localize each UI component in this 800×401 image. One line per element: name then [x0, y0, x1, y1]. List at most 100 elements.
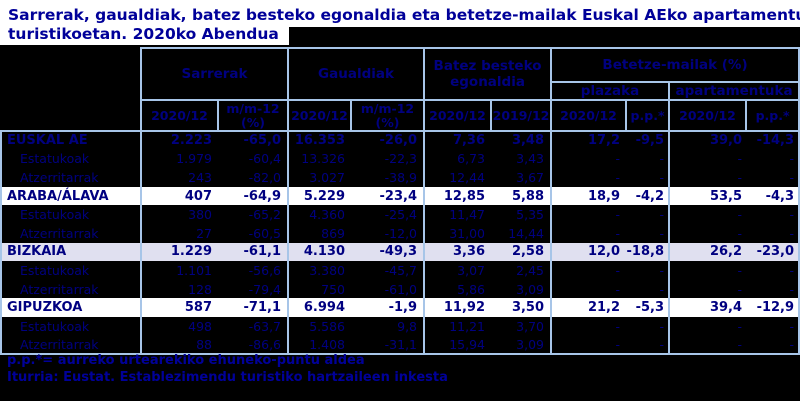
data-cell: - [659, 262, 665, 278]
data-cell: 11,47 [423, 205, 492, 224]
table-row: Atzerritarrak 243 -82,0 3.027 -38,9 12,44 3,67… [0, 168, 800, 187]
data-cell: 12,0 [550, 242, 627, 262]
table-body: EUSKAL AE 2.223 -65,0 16.353 -26,0 7,36 3,48 17… [0, 130, 800, 356]
data-cell: - [668, 168, 747, 187]
data-cell: -64,9 [243, 188, 281, 204]
data-cell: 1.979 [140, 149, 218, 169]
data-cell: - [746, 205, 800, 224]
data-cell: -23,0 [746, 242, 800, 262]
data-cell: - [668, 261, 747, 280]
data-cell: 3,48 [511, 133, 545, 149]
data-cell: -56,6 [248, 262, 281, 278]
col-header-gaualdiak-mm12: m/m-12 (%) [349, 99, 426, 132]
title-line-2: turistikoetan. 2020ko Abendua [0, 26, 289, 45]
row-label: Estatukoak [0, 149, 141, 169]
data-cell: - [659, 281, 665, 297]
data-cell: 11,21 [423, 316, 492, 336]
table-row: Estatukoak 380 -65,2 4.360 -25,4 11,47 5,35- - -… [0, 205, 800, 224]
table-header: Sarrerak Gaualdiak Batez besteko egonald… [1, 47, 800, 132]
corner-cell [1, 48, 141, 131]
data-cell: - [746, 316, 800, 336]
data-cell: -65,2 [248, 207, 281, 223]
group-header-betetze-mailak: Betetze-mailak (%) [550, 47, 800, 83]
data-cell: -86,6 [218, 335, 288, 356]
data-cell: 3,09 [491, 335, 552, 356]
data-cell: 498 [140, 316, 218, 336]
data-cell: -23,4 [379, 188, 418, 204]
data-cell: 4.360 [287, 205, 351, 224]
data-cell: 3,09 [516, 281, 545, 297]
data-cell: -38,9 [384, 169, 418, 185]
data-cell: -5,3 [635, 300, 665, 316]
table-row: EUSKAL AE 2.223 -65,0 16.353 -26,0 7,36 3,48 17… [0, 130, 800, 150]
data-cell: 7,36 [423, 131, 492, 150]
row-label: Atzerritarrak [0, 168, 141, 187]
data-cell: 587 [140, 298, 218, 317]
data-cell: - [746, 149, 800, 169]
data-cell: 13.326 [287, 149, 351, 169]
data-cell: - [746, 168, 800, 187]
data-cell: - [550, 205, 627, 224]
data-cell: 9,8 [397, 318, 418, 334]
data-cell: -60,5 [248, 225, 281, 241]
group-header-gaualdiak: Gaualdiak [286, 47, 426, 101]
data-cell: -45,7 [384, 262, 418, 278]
data-cell: -12,9 [746, 298, 800, 317]
data-cell: -4,3 [746, 186, 800, 206]
data-cell: 3.380 [287, 261, 351, 280]
table-row: Estatukoak 498 -63,7 5.586 9,8 11,21 3,70- - - - [0, 316, 800, 336]
data-cell: 18,9 [550, 186, 627, 206]
title-line-1: Sarrerak, gaualdiak, batez besteko egona… [0, 0, 800, 27]
data-cell: 16.353 [287, 131, 351, 150]
data-cell: - [746, 223, 800, 243]
data-cell: 1.101 [140, 261, 218, 280]
data-cell: - [550, 316, 627, 336]
data-cell: 3,43 [516, 151, 545, 167]
data-cell: - [668, 316, 747, 336]
statistics-table: Sarrerak Gaualdiak Batez besteko egonald… [0, 47, 800, 356]
data-cell: 3,50 [511, 300, 545, 316]
page-title: Sarrerak, gaualdiak, batez besteko egona… [0, 0, 800, 45]
data-cell: 6,73 [423, 149, 492, 169]
data-cell: 2.223 [140, 131, 218, 150]
data-cell: -63,7 [248, 318, 281, 334]
row-label: Estatukoak [0, 261, 141, 280]
data-cell: 5,35 [516, 207, 545, 223]
table-row: ARABA/ÁLAVA 407 -64,9 5.229 -23,4 12,85 5,88 18… [0, 186, 800, 206]
data-cell: - [550, 168, 627, 187]
data-cell: 88 [140, 335, 218, 356]
col-header-plazaka-2020-12: 2020/12 [550, 99, 628, 132]
data-cell: - [668, 279, 747, 299]
data-cell: - [746, 279, 800, 299]
row-label: Atzerritarrak [0, 223, 141, 243]
col-header-sarrerak-2020-12: 2020/12 [140, 99, 219, 132]
row-label: Atzerritarrak [0, 335, 141, 356]
data-cell: - [668, 205, 747, 224]
data-cell: - [668, 335, 747, 356]
row-label: Estatukoak [0, 205, 141, 224]
data-cell: 3,67 [516, 169, 545, 185]
data-cell: 869 [287, 223, 351, 243]
data-cell: - [659, 318, 665, 334]
row-label: ARABA/ÁLAVA [0, 186, 141, 206]
table-row: Atzerritarrak 128 -79,4 750 -61,0 5,86 3,09- - -… [0, 279, 800, 299]
data-cell: -12,0 [384, 225, 418, 241]
data-cell: 53,5 [668, 186, 747, 206]
data-cell: - [659, 169, 665, 185]
col-header-sarrerak-mm12: m/m-12 (%) [217, 99, 289, 132]
data-cell: -22,3 [384, 151, 418, 167]
data-cell: -61,1 [243, 244, 281, 260]
table-row: Atzerritarrak 88 -86,6 1.408 -31,1 15,94 3,09-… [0, 335, 800, 356]
data-cell: -79,4 [248, 281, 281, 297]
subgroup-header-apartamentuka: apartamentuka [668, 81, 800, 101]
data-cell: 380 [140, 205, 218, 224]
data-cell: - [668, 149, 747, 169]
source-note: Iturria: Eustat. Establezimendu turistik… [7, 370, 448, 385]
col-header-egonaldia-2020-12: 2020/12 [423, 99, 493, 132]
table-row: Atzerritarrak 27 -60,5 869 -12,0 31,00 14,44- -… [0, 223, 800, 243]
data-cell: 12,44 [423, 168, 492, 187]
data-cell: - [550, 279, 627, 299]
table-row: GIPUZKOA 587 -71,1 6.994 -1,9 11,92 3,50 21,2 -5… [0, 298, 800, 317]
data-cell: -26,0 [379, 133, 418, 149]
subgroup-header-plazaka: plazaka [550, 81, 671, 101]
